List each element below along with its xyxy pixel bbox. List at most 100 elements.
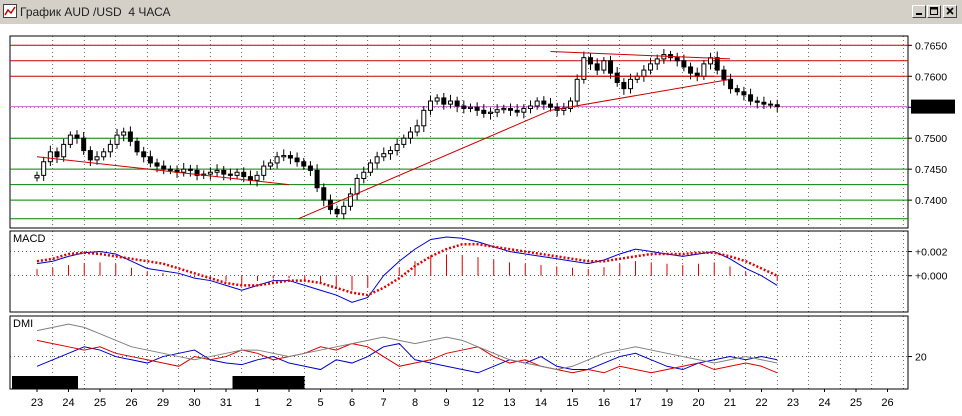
candle-body [141,151,147,158]
candle-body [47,151,53,163]
current-price-label: 0.7551 [915,102,947,114]
candle-body [381,153,387,158]
x-tick-label: 21 [724,397,736,409]
candle-body [434,97,440,102]
x-tick-label: 19 [661,397,673,409]
x-tick-label: 20 [692,397,704,409]
x-tick-label: 29 [157,397,169,409]
candle-body [487,111,493,114]
candle-body [421,109,427,127]
macd-signal-line [36,243,778,297]
candle-body [74,134,80,139]
month-label: Июнь 2017 [237,377,293,389]
candle-body [681,60,687,68]
maximize-button[interactable] [927,5,941,18]
maximize-icon [930,7,938,15]
candle-body [387,150,393,155]
candle-body [714,57,720,71]
chart-canvas[interactable]: 0.76500.76000.75500.75000.74500.74000.75… [0,24,962,416]
window-title: График AUD /USD 4 ЧАСА [20,5,171,19]
candle-body [121,131,127,136]
candle-body [361,171,367,179]
x-tick-label: 30 [188,397,200,409]
candle-body [34,174,40,179]
candle-body [214,169,220,173]
chart-area: 0.76500.76000.75500.75000.74500.74000.75… [0,24,962,416]
candle-body [227,173,233,176]
dmi-plus-line [36,343,778,374]
candle-body [661,54,667,60]
candle-body [347,193,353,207]
candle-body [367,162,373,173]
candle-body [221,169,227,175]
candle-body [101,151,107,158]
x-tick-label: 26 [125,397,137,409]
candle-body [574,78,580,102]
x-tick-label: 8 [412,397,418,409]
candle-body [461,105,467,109]
candle-body [401,137,407,145]
candle-body [447,100,453,105]
candle-body [194,169,200,176]
candle-body [441,97,447,105]
candle-body [774,104,780,108]
candle-body [334,208,340,215]
candle-body [294,157,300,163]
y-tick-label: 0.7600 [915,71,947,83]
candle-body [54,151,60,158]
x-tick-label: 5 [317,397,323,409]
candle-body [81,137,87,152]
candle-body [187,168,193,171]
dmi-title: DMI [13,318,33,330]
x-tick-label: 13 [503,397,515,409]
candle-body [454,100,460,107]
candle-body [734,88,740,93]
current-price-badge [911,99,955,114]
y-tick-label: 0.7650 [915,40,947,52]
candle-body [41,161,47,176]
panel-2-frame [9,315,909,390]
candle-body [494,109,500,113]
month-label: Май 2017 [16,377,65,389]
candle-body [594,63,600,71]
candle-body [147,156,153,164]
candle-body [608,60,614,74]
candle-body [207,171,213,175]
trend-line [298,109,551,220]
minimize-icon [916,13,922,15]
candle-body [761,101,767,105]
x-tick-label: 23 [787,397,799,409]
candle-body [301,161,307,167]
month-label-badge [12,376,78,389]
trend-line [36,156,290,186]
y-tick-label: +0.000 [915,271,948,283]
candle-body [514,109,520,113]
x-tick-label: 25 [94,397,106,409]
close-icon [946,7,954,15]
candle-body [254,174,260,181]
candle-body [281,155,287,158]
macd-title: MACD [13,233,45,245]
minimize-button[interactable] [912,5,926,18]
panel-1-frame [9,230,909,313]
close-button[interactable] [943,5,957,18]
candle-body [528,105,533,109]
candle-body [521,107,527,113]
candle-body [167,168,173,171]
x-tick-label: 17 [629,397,641,409]
trend-line [550,78,731,111]
x-tick-label: 26 [881,397,893,409]
window-titlebar: График AUD /USD 4 ЧАСА [0,0,962,25]
candle-body [568,100,574,109]
x-tick-label: 7 [380,397,386,409]
candle-body [107,143,113,153]
candle-body [474,106,480,111]
x-tick-label: 6 [349,397,355,409]
y-tick-label: 20 [915,352,927,364]
x-tick-label: 2 [286,397,292,409]
candle-body [407,131,413,139]
candle-body [748,94,754,102]
candle-body [274,156,280,164]
candle-body [641,69,647,77]
candle-body [541,100,547,105]
